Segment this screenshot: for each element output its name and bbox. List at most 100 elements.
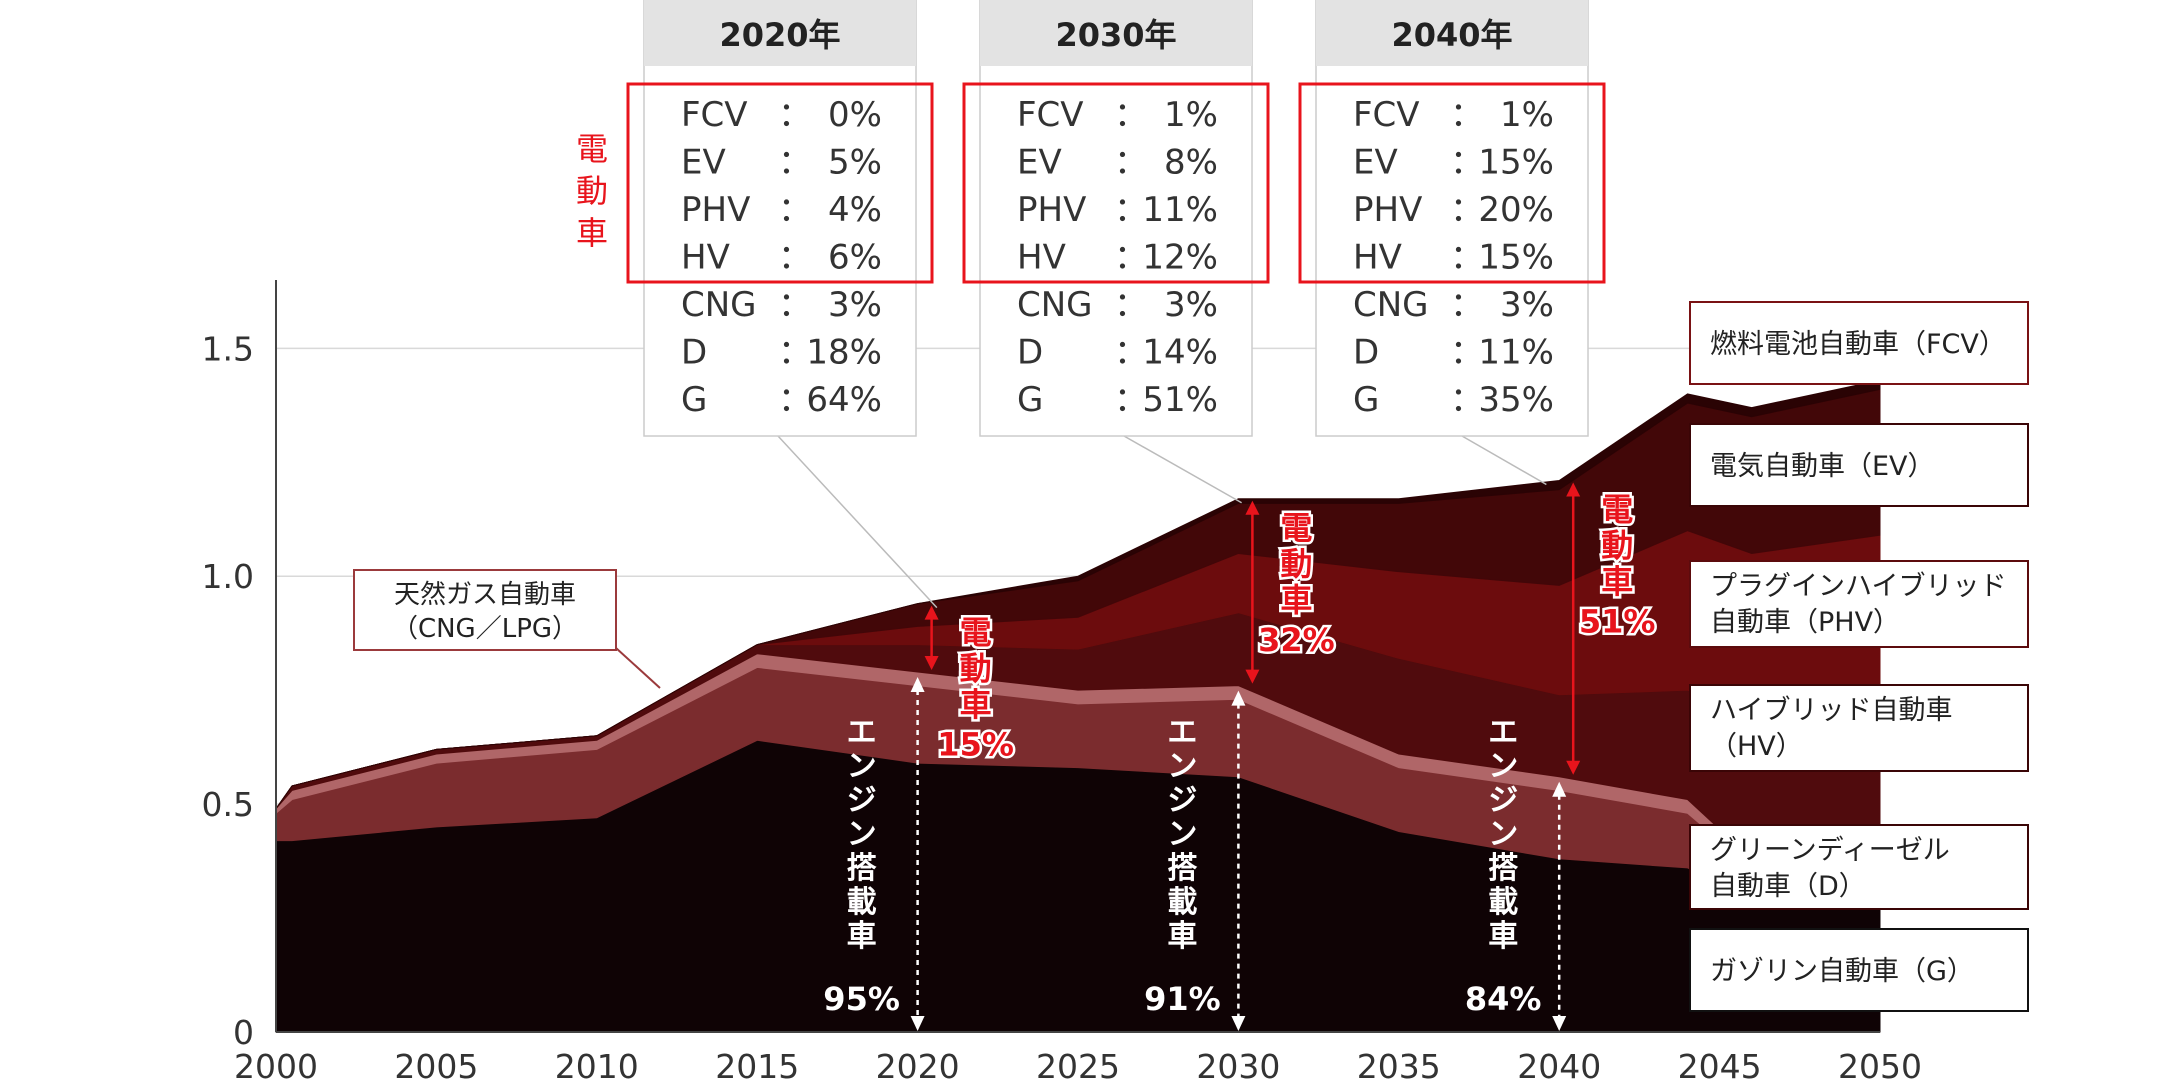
breakdown-value: 14% [1142, 333, 1218, 373]
breakdown-colon: ： [778, 143, 812, 183]
breakdown-box-title: 2040年 [1391, 16, 1512, 54]
x-tick-label: 2005 [394, 1047, 478, 1086]
engine-label-char: ジ [847, 783, 877, 818]
breakdown-value: 51% [1142, 380, 1218, 420]
legend-text: 自動車（D） [1710, 871, 1866, 902]
breakdown-value: 3% [1500, 285, 1554, 325]
legend-text: 電気自動車（EV） [1710, 451, 1935, 482]
breakdown-label: D [1353, 333, 1379, 373]
breakdown-label: EV [681, 143, 726, 183]
breakdown-value: 64% [806, 380, 882, 420]
engine-arrow-head [910, 676, 925, 692]
annotations: 電動車15%エンジン搭載車95%電動車32%エンジン搭載車91%電動車51%エン… [823, 482, 1658, 1031]
engine-label-char: エ [1167, 715, 1197, 750]
engine-label-char: 搭 [847, 851, 877, 886]
electric-arrow-head [1566, 760, 1581, 775]
breakdown-colon: ： [778, 333, 812, 373]
electric-arrow-head [924, 655, 939, 670]
engine-percent: 91% [1144, 980, 1221, 1018]
breakdown-value: 3% [1164, 285, 1218, 325]
legend-box [1689, 560, 2029, 648]
engine-arrow-head [1231, 1016, 1246, 1031]
breakdown-label: FCV [1017, 95, 1084, 135]
y-tick-label: 0.5 [202, 785, 254, 824]
breakdown-value: 18% [806, 333, 882, 373]
breakdown-value: 8% [1164, 143, 1218, 183]
breakdown-value: 5% [828, 143, 882, 183]
breakdown-box-header [1316, 0, 1588, 66]
breakdown-value: 0% [828, 95, 882, 135]
breakdown-colon: ： [1450, 143, 1484, 183]
x-tick-label: 2010 [555, 1047, 639, 1086]
engine-label-char: 車 [1488, 919, 1518, 954]
x-tick-label: 2020 [876, 1047, 960, 1086]
side-electric-label-char: 電 [576, 130, 608, 168]
breakdown-label: CNG [681, 285, 757, 325]
cng-callout-text: （CNG／LPG） [392, 614, 578, 644]
breakdown-label: EV [1353, 143, 1398, 183]
x-tick-label: 2015 [715, 1047, 799, 1086]
callout-line [1123, 435, 1242, 504]
engine-label-char: ン [1167, 817, 1197, 852]
electric-label-char: 動 [1280, 545, 1312, 583]
breakdown-value: 15% [1478, 238, 1554, 278]
cng-callout-box [353, 569, 617, 651]
breakdown-label: D [681, 333, 707, 373]
legend-text: ハイブリッド自動車 [1710, 695, 1952, 726]
legend-text: 燃料電池自動車（FCV） [1710, 329, 2006, 360]
breakdown-value: 11% [1478, 333, 1554, 373]
breakdown-value: 11% [1142, 190, 1218, 230]
engine-label-char: 載 [1488, 885, 1518, 920]
legend-text: グリーンディーゼル [1710, 835, 1950, 866]
x-tick-label: 2035 [1357, 1047, 1441, 1086]
electric-percent: 51% [1579, 603, 1656, 641]
cng-callout-line [615, 647, 661, 689]
engine-label-char: 搭 [1167, 851, 1197, 886]
callout-line [777, 435, 938, 609]
callout-line [1461, 435, 1547, 486]
breakdown-box [643, 0, 917, 437]
engine-label-char: ジ [1488, 783, 1518, 818]
axes: 0 0.5 1.0 1.5 2000 2005 2010 2015 2020 2025 2030 20… [202, 280, 1922, 1086]
engine-label-char: ン [847, 817, 877, 852]
y-tick-label: 0 [233, 1013, 254, 1052]
breakdown-colon: ： [778, 285, 812, 325]
x-tick-label: 2025 [1036, 1047, 1120, 1086]
legend-box [1689, 301, 2029, 385]
breakdown-value: 1% [1164, 95, 1218, 135]
breakdown-value: 3% [828, 285, 882, 325]
breakdown-colon: ： [1114, 238, 1148, 278]
breakdown-label: FCV [681, 95, 748, 135]
electric-label-char: 電 [960, 614, 992, 652]
electric-arrow-head [1245, 669, 1260, 684]
breakdown-box-header [980, 0, 1252, 66]
engine-arrow-head [1231, 690, 1246, 706]
x-tick-label: 2040 [1517, 1047, 1601, 1086]
breakdown-box-header [644, 0, 916, 66]
breakdown-label: PHV [1353, 190, 1422, 230]
breakdown-colon: ： [1114, 333, 1148, 373]
legend-box [1689, 824, 2029, 910]
breakdown-label: PHV [681, 190, 750, 230]
breakdown-label: FCV [1353, 95, 1420, 135]
breakdown-label: HV [1017, 238, 1066, 278]
breakdown-colon: ： [1114, 380, 1148, 420]
breakdown-value: 35% [1478, 380, 1554, 420]
breakdown-label: EV [1017, 143, 1062, 183]
breakdown-value: 20% [1478, 190, 1554, 230]
breakdown-label: CNG [1353, 285, 1429, 325]
breakdown-label: PHV [1017, 190, 1086, 230]
engine-label-char: エ [847, 715, 877, 750]
engine-percent: 95% [823, 980, 900, 1018]
breakdown-colon: ： [1450, 380, 1484, 420]
x-tick-label: 2030 [1196, 1047, 1280, 1086]
side-electric-label-char: 動 [576, 172, 608, 210]
breakdown-value: 1% [1500, 95, 1554, 135]
electric-highlight-frame [962, 82, 1270, 284]
breakdown-label: HV [1353, 238, 1402, 278]
electric-label-char: 電 [1601, 491, 1633, 529]
breakdown-label: D [1017, 333, 1043, 373]
